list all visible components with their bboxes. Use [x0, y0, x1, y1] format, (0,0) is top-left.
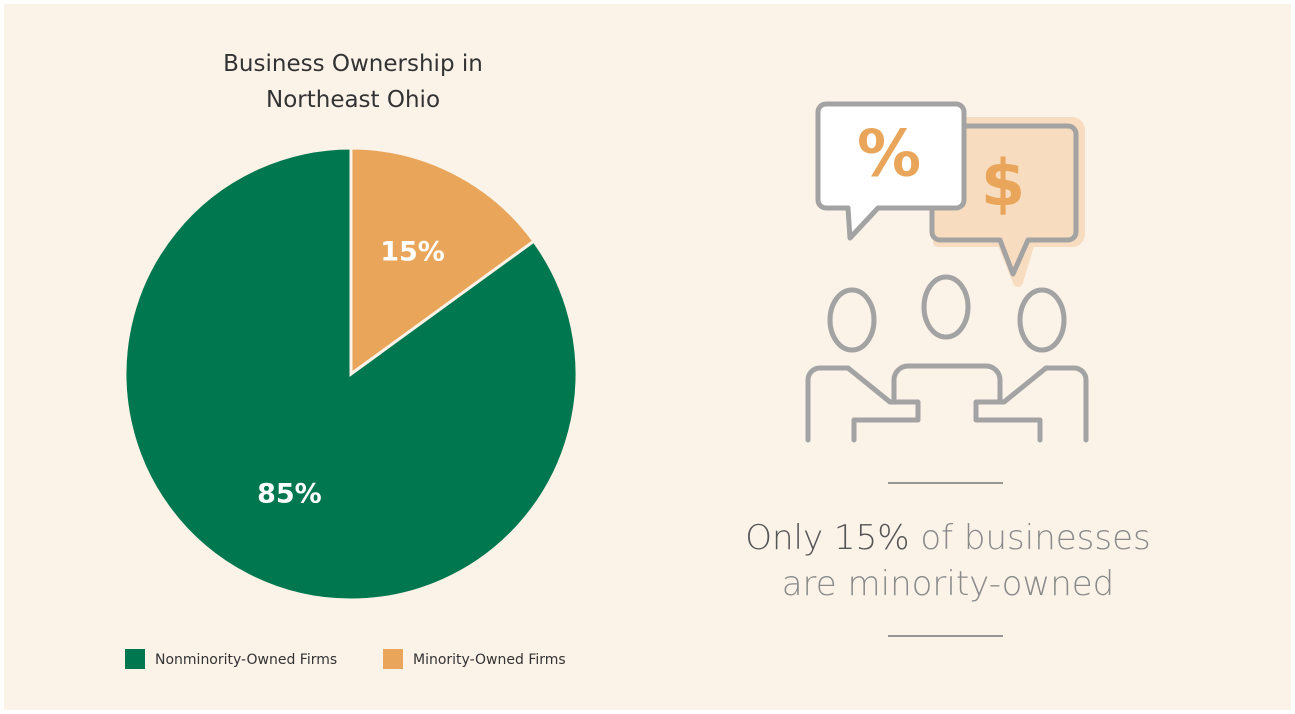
callout-highlight: Only 15%: [745, 518, 910, 558]
data-label: 15%: [380, 237, 445, 268]
legend-label: Minority-Owned Firms: [413, 652, 566, 668]
legend-label: Nonminority-Owned Firms: [155, 652, 337, 668]
pie-slice: [349, 146, 536, 377]
pie-slice: [123, 146, 579, 602]
chart-title: Business Ownership in Northeast Ohio: [223, 51, 483, 113]
legend-swatch: [383, 649, 403, 669]
callout-text: of businesses are minority-owned: [781, 518, 1151, 604]
svg-text:%: %: [857, 118, 921, 192]
illustration: % $: [805, 101, 1089, 443]
data-label: 85%: [257, 478, 322, 509]
legend-swatch: [125, 649, 145, 669]
callout: Only 15% of businesses are minority-owne…: [718, 515, 1178, 607]
svg-text:$: $: [981, 148, 1026, 222]
